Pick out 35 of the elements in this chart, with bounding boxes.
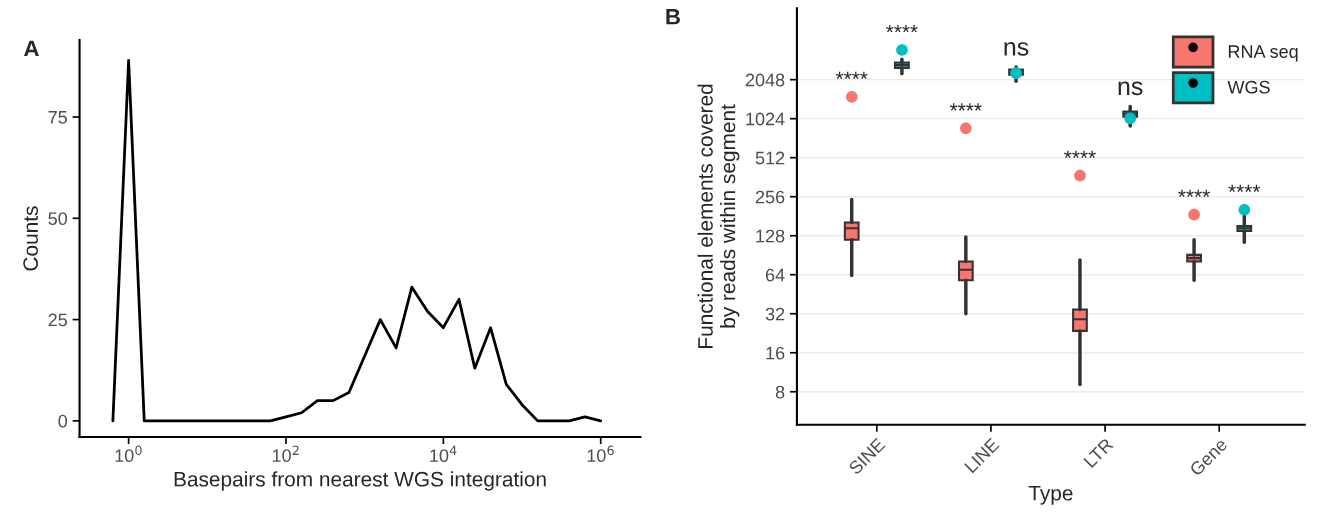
legend-label: WGS xyxy=(1227,80,1270,94)
y-tick-label: 8 xyxy=(775,385,785,399)
y-tick-label: 0 xyxy=(58,414,68,428)
chart-title: A xyxy=(24,40,39,57)
y-tick-label: 50 xyxy=(48,212,68,226)
y-tick-label: 512 xyxy=(755,151,785,165)
y-axis-title: Counts xyxy=(23,206,38,271)
annotation: **** xyxy=(1064,150,1096,158)
y-tick-label: 16 xyxy=(766,346,785,360)
annotation: ns xyxy=(1118,81,1143,96)
chart-title: B xyxy=(666,9,680,25)
annotation: **** xyxy=(886,24,918,33)
line-series xyxy=(111,58,603,423)
x-axis-title: Type xyxy=(1028,486,1073,505)
x-tick-label: 10$^{0}$ xyxy=(115,445,142,463)
x-tick-label: 10$^{6}$ xyxy=(587,445,614,463)
legend-label: RNA seq xyxy=(1228,45,1298,62)
x-axis-title: Basepairs from nearest WGS integration xyxy=(174,471,546,491)
y-tick-label: 32 xyxy=(765,307,785,321)
x-tick-label: LTR xyxy=(1083,437,1114,468)
annotation: **** xyxy=(1228,184,1261,193)
y-axis-title: Functional elements covered by reads within segment xyxy=(697,84,740,348)
y-tick-label: 75 xyxy=(48,111,67,124)
x-tick-label: 10$^{4}$ xyxy=(430,445,457,463)
annotation: **** xyxy=(949,103,982,111)
annotation: **** xyxy=(1178,189,1210,197)
y-tick-label: 2048 xyxy=(745,73,785,87)
y-tick-label: 128 xyxy=(756,229,785,243)
y-tick-label: 64 xyxy=(765,268,785,282)
annotation: ns xyxy=(1004,42,1029,56)
x-tick-label: 10$^{2}$ xyxy=(272,445,299,463)
y-tick-label: 1024 xyxy=(746,112,785,126)
annotation: **** xyxy=(835,71,868,80)
y-tick-label: 25 xyxy=(48,313,67,327)
y-tick-label: 256 xyxy=(755,190,785,204)
